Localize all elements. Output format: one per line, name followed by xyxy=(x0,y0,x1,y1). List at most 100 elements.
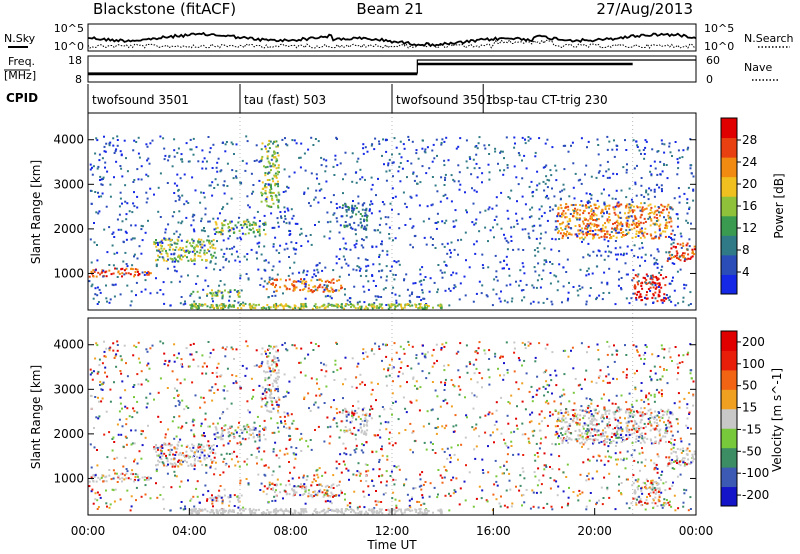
power-cell xyxy=(687,146,690,149)
power-cell xyxy=(172,248,175,251)
power-cell xyxy=(174,260,176,263)
power-cell xyxy=(651,278,654,281)
power-cell xyxy=(441,220,444,223)
power-cell xyxy=(427,305,430,307)
power-cell xyxy=(240,307,243,310)
power-cell xyxy=(195,282,198,285)
power-cell xyxy=(639,264,641,267)
velocity-cell xyxy=(636,349,639,352)
power-cell xyxy=(305,280,308,283)
power-cell xyxy=(223,304,226,307)
power-cell xyxy=(615,220,618,223)
power-cell xyxy=(645,191,648,194)
power-cell xyxy=(338,258,341,260)
power-cell xyxy=(476,176,479,179)
velocity-cell xyxy=(636,480,639,483)
velocity-cell xyxy=(645,499,648,502)
power-cell xyxy=(357,307,360,310)
power-cell xyxy=(412,282,415,285)
velocity-cell xyxy=(606,409,609,412)
power-cell xyxy=(682,252,685,255)
power-cell xyxy=(282,305,285,308)
power-cell xyxy=(670,232,673,235)
power-cell xyxy=(121,202,123,205)
velocity-cell xyxy=(424,481,427,483)
power-cell xyxy=(196,275,199,278)
power-cell xyxy=(546,186,549,189)
velocity-cell xyxy=(231,374,234,377)
power-cell xyxy=(303,191,306,194)
power-cell xyxy=(404,202,407,205)
power-cell xyxy=(586,270,589,272)
power-cell xyxy=(613,207,616,210)
power-cell xyxy=(506,164,509,166)
velocity-cell xyxy=(202,445,205,448)
power-cell xyxy=(183,173,186,176)
power-cell xyxy=(595,176,598,179)
velocity-cell xyxy=(660,504,663,507)
velocity-cell xyxy=(205,464,208,466)
power-cell xyxy=(202,229,205,232)
power-cell xyxy=(551,237,554,240)
power-cell xyxy=(673,234,676,236)
power-cell xyxy=(167,244,170,247)
power-cell xyxy=(389,270,392,272)
velocity-cell xyxy=(682,447,685,450)
velocity-cell xyxy=(432,348,435,351)
velocity-cell xyxy=(658,500,661,503)
velocity-cell xyxy=(261,360,264,363)
power-cell xyxy=(214,294,217,297)
power-cell xyxy=(579,237,581,240)
velocity-cell xyxy=(399,367,402,369)
power-cell xyxy=(455,272,458,275)
velocity-cell xyxy=(274,389,277,392)
velocity-cell xyxy=(670,452,673,455)
power-cell xyxy=(535,237,538,240)
velocity-cell xyxy=(288,493,291,496)
power-cell xyxy=(323,197,326,199)
power-cell xyxy=(194,305,197,308)
power-cell xyxy=(299,280,302,283)
velocity-cell xyxy=(667,408,670,411)
power-cell xyxy=(163,158,166,161)
power-cell xyxy=(581,286,584,289)
power-cell xyxy=(203,253,206,256)
power-cell xyxy=(423,297,426,300)
velocity-cell xyxy=(614,445,617,447)
power-cell xyxy=(180,153,183,156)
velocity-cell xyxy=(336,484,339,487)
power-cell xyxy=(305,234,308,237)
power-cell xyxy=(294,286,297,289)
velocity-cell xyxy=(197,450,199,453)
power-cell xyxy=(355,207,358,210)
velocity-cell xyxy=(385,428,388,431)
power-cell xyxy=(239,277,242,280)
power-cell xyxy=(324,287,327,290)
velocity-cell xyxy=(106,456,109,459)
power-cell xyxy=(131,268,134,271)
velocity-cell xyxy=(310,484,313,487)
noise-sky-trace xyxy=(87,31,697,48)
power-cell xyxy=(174,249,177,251)
velocity-cell xyxy=(650,487,652,490)
power-cell xyxy=(216,170,219,173)
power-cell xyxy=(640,213,643,216)
power-cell xyxy=(444,173,447,176)
power-cell xyxy=(468,156,471,159)
velocity-cell xyxy=(677,422,679,425)
power-cell xyxy=(266,179,269,181)
power-cell xyxy=(589,215,592,218)
power-cell xyxy=(101,192,104,195)
power-cell xyxy=(201,246,204,249)
velocity-cell xyxy=(557,435,560,438)
power-cell xyxy=(600,254,603,257)
power-cell xyxy=(601,215,604,218)
power-cell xyxy=(557,280,560,283)
power-cell xyxy=(424,276,427,278)
power-cell xyxy=(639,293,642,296)
velocity-cell xyxy=(564,417,567,420)
power-cell xyxy=(293,287,296,290)
power-cell xyxy=(191,307,194,310)
power-cell xyxy=(326,288,329,291)
velocity-cell xyxy=(366,429,369,432)
